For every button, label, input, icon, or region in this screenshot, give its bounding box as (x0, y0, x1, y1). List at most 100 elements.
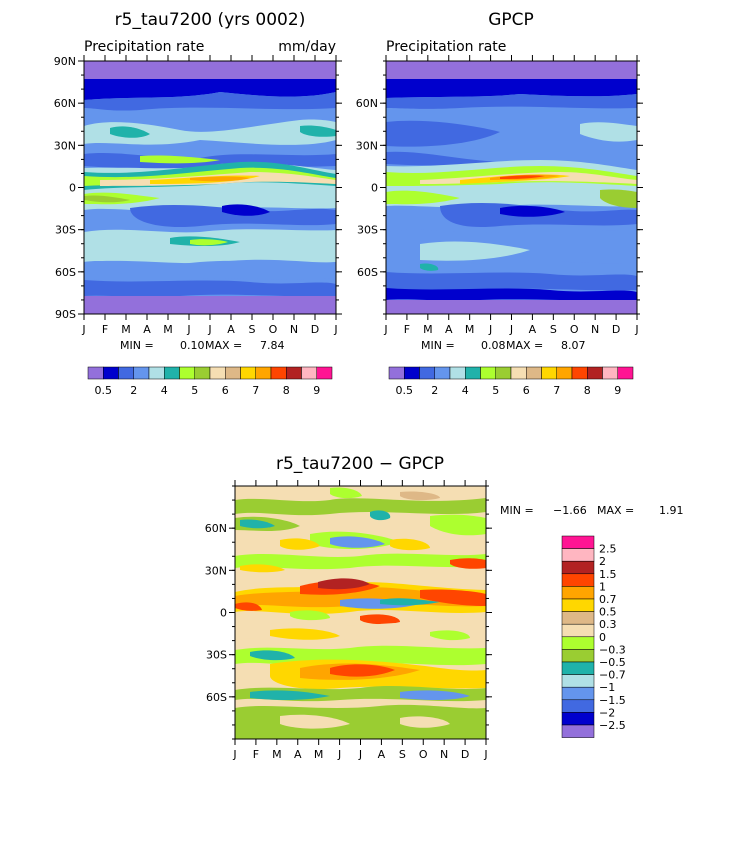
colorbar-swatch (617, 366, 634, 380)
x-tick-label: A (294, 748, 302, 761)
model-max-label: MAX = (205, 339, 242, 352)
diff-contour-field (235, 486, 486, 739)
colorbar-swatch (434, 366, 451, 380)
obs-max-label: MAX = (506, 339, 543, 352)
obs-panel: GPCP Precipitation rate (356, 10, 643, 397)
colorbar-swatch (316, 366, 333, 380)
x-tick-label: J (488, 323, 492, 336)
x-tick-label: J (383, 323, 387, 336)
colorbar-swatch (270, 366, 287, 380)
colorbar-swatch (255, 366, 272, 380)
diff-max-label: MAX = (597, 504, 634, 517)
x-tick-label: J (81, 323, 85, 336)
diff-colorbar-label: −2 (599, 706, 615, 719)
diff-colorbar-label: 1 (599, 580, 606, 593)
diff-colorbar-swatch (561, 712, 595, 726)
colorbar-swatch (103, 366, 119, 380)
x-tick-label: D (612, 323, 620, 336)
diff-title: r5_tau7200 − GPCP (276, 454, 444, 474)
diff-y-axis: 60N 30N 0 30S 60S (205, 485, 492, 740)
diff-min-value: −1.66 (553, 504, 587, 517)
obs-min-label: MIN = (421, 339, 455, 352)
colorbar-swatch (133, 366, 150, 380)
diff-colorbar-label: −0.5 (599, 656, 626, 669)
diff-colorbar-swatch (561, 598, 595, 612)
y-tick-label: 60S (206, 691, 227, 704)
diff-colorbar-swatch (561, 636, 595, 650)
colorbar-swatch (541, 366, 557, 380)
colorbar-swatch (480, 366, 496, 380)
colorbar-swatch (301, 366, 317, 380)
model-colorbar: 0.5 2 4 5 6 7 8 9 (87, 366, 333, 397)
diff-colorbar-label: −0.7 (599, 669, 626, 682)
colorbar-swatch (179, 366, 195, 380)
y-tick-label: 90S (55, 308, 76, 321)
x-tick-label: J (333, 323, 337, 336)
y-tick-label: 30N (54, 139, 76, 152)
diff-colorbar-swatch (561, 586, 595, 600)
model-max-value: 7.84 (260, 339, 285, 352)
y-tick-label: 0 (69, 182, 76, 195)
model-title: r5_tau7200 (yrs 0002) (115, 10, 306, 30)
x-tick-label: M (465, 323, 475, 336)
y-tick-label: 0 (220, 607, 227, 620)
diff-colorbar-swatch (561, 724, 595, 738)
colorbar-swatch (419, 366, 435, 380)
y-tick-label: 60N (54, 97, 76, 110)
colorbar-swatch (510, 366, 527, 380)
diff-colorbar-label: 0.5 (599, 606, 617, 619)
x-tick-label: J (358, 748, 362, 761)
diff-colorbar-swatch (561, 649, 595, 663)
diff-colorbar-swatch (561, 535, 595, 549)
colorbar-label: 6 (523, 384, 530, 397)
obs-title: GPCP (488, 10, 534, 30)
colorbar-swatch (388, 366, 405, 380)
x-tick-label: M (121, 323, 131, 336)
colorbar-label: 9 (313, 384, 320, 397)
colorbar-label: 5 (492, 384, 499, 397)
x-tick-label: A (445, 323, 453, 336)
colorbar-swatch (556, 366, 573, 380)
colorbar-swatch (148, 366, 165, 380)
diff-max-value: 1.91 (659, 504, 684, 517)
colorbar-label: 7 (553, 384, 560, 397)
colorbar-swatch (495, 366, 512, 380)
colorbar-label: 5 (191, 384, 198, 397)
diff-colorbar-label: 0.3 (599, 618, 617, 631)
diff-colorbar-swatch (561, 686, 595, 701)
x-tick-label: J (232, 748, 236, 761)
model-panel: r5_tau7200 (yrs 0002) Precipitation rate… (54, 10, 342, 397)
x-tick-label: F (404, 323, 410, 336)
diff-colorbar-label: −0.3 (599, 643, 626, 656)
x-tick-label: M (163, 323, 173, 336)
colorbar-swatch (164, 366, 180, 380)
colorbar-label: 0.5 (95, 384, 113, 397)
x-tick-label: J (337, 748, 341, 761)
diff-panel: r5_tau7200 − GPCP (205, 454, 684, 761)
x-tick-label: M (272, 748, 282, 761)
model-subtitle: Precipitation rate (84, 39, 204, 55)
diff-colorbar-swatch (561, 699, 595, 713)
colorbar-label: 2 (431, 384, 438, 397)
colorbar-label: 4 (161, 384, 168, 397)
colorbar-swatch (209, 366, 226, 380)
diff-colorbar-label: −1.5 (599, 694, 626, 707)
x-tick-label: A (143, 323, 151, 336)
obs-subtitle: Precipitation rate (386, 39, 506, 55)
y-tick-label: 30N (356, 139, 378, 152)
x-tick-label: D (461, 748, 469, 761)
colorbar-swatch (571, 366, 588, 380)
diff-colorbar-swatch (561, 623, 595, 638)
colorbar-swatch (602, 366, 618, 380)
diff-min-label: MIN = (500, 504, 534, 517)
x-tick-label: N (440, 748, 448, 761)
diff-colorbar-swatch (561, 674, 595, 688)
y-tick-label: 60S (55, 266, 76, 279)
colorbar-label: 0.5 (396, 384, 414, 397)
colorbar-swatch (449, 366, 466, 380)
x-tick-label: N (591, 323, 599, 336)
diff-colorbar-swatch (561, 661, 595, 675)
